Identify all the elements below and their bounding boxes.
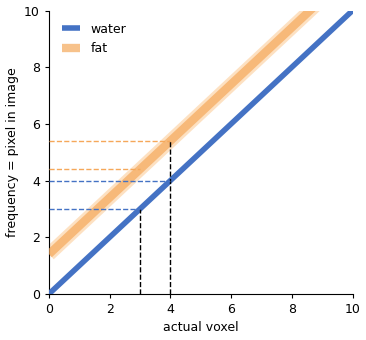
water: [211, 138, 216, 142]
water: [296, 59, 300, 64]
water: [193, 156, 197, 160]
water: [47, 292, 51, 296]
water: [227, 123, 232, 127]
fat: [227, 84, 232, 88]
X-axis label: actual voxel: actual voxel: [163, 321, 239, 335]
fat: [296, 20, 300, 24]
water: [343, 15, 347, 19]
Line: fat: fat: [49, 0, 352, 254]
fat: [193, 116, 197, 120]
water: [191, 157, 195, 162]
Legend: water, fat: water, fat: [55, 17, 132, 62]
Y-axis label: frequency = pixel in image: frequency = pixel in image: [5, 67, 19, 237]
water: [350, 8, 355, 13]
fat: [191, 118, 195, 122]
fat: [47, 252, 51, 256]
Line: water: water: [49, 11, 352, 294]
fat: [211, 99, 216, 103]
